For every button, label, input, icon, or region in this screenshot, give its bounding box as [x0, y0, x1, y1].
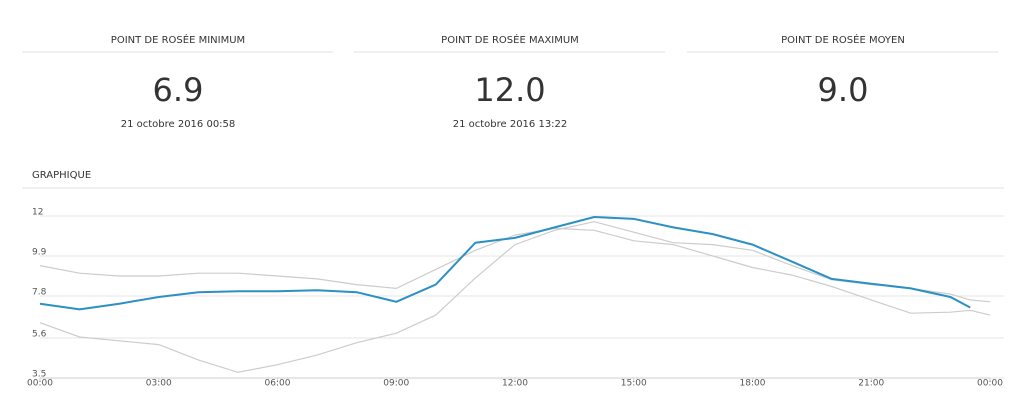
x-tick-label: 18:00	[740, 379, 766, 389]
x-tick-label: 09:00	[383, 379, 409, 389]
stat-date: 21 octobre 2016 00:58	[121, 119, 236, 130]
x-tick-label: 06:00	[265, 379, 291, 389]
y-tick-label: 9.9	[32, 248, 47, 258]
chart: 3.5 5.6 7.8 9.9 12 00:00 03:00 06:00 09:00 12:00 1…	[27, 208, 1004, 389]
x-tick-label: 15:00	[621, 379, 647, 389]
y-tick-label: 7.8	[32, 288, 47, 298]
x-tick-label: 21:00	[858, 379, 884, 389]
series-line	[39, 215, 971, 311]
stat-value: 9.0	[818, 71, 869, 109]
x-tick-label: 03:00	[146, 379, 172, 389]
stat-title: POINT DE ROSÉE MAXIMUM	[441, 33, 579, 46]
x-tick-label: 00:00	[977, 379, 1003, 389]
x-tick-label: 00:00	[27, 379, 53, 389]
stat-title: POINT DE ROSÉE MINIMUM	[111, 33, 245, 46]
y-tick-label: 12	[32, 208, 43, 218]
y-tick-label: 5.6	[32, 329, 47, 339]
section-title: GRAPHIQUE	[32, 170, 91, 181]
stat-date: 21 octobre 2016 13:22	[453, 119, 568, 130]
series-line	[39, 221, 991, 373]
stat-value: 12.0	[474, 71, 545, 109]
x-tick-label: 12:00	[502, 379, 528, 389]
series-line	[39, 227, 991, 316]
y-tick-label: 3.5	[32, 370, 46, 380]
stat-title: POINT DE ROSÉE MOYEN	[781, 33, 905, 46]
stat-value: 6.9	[153, 71, 204, 109]
